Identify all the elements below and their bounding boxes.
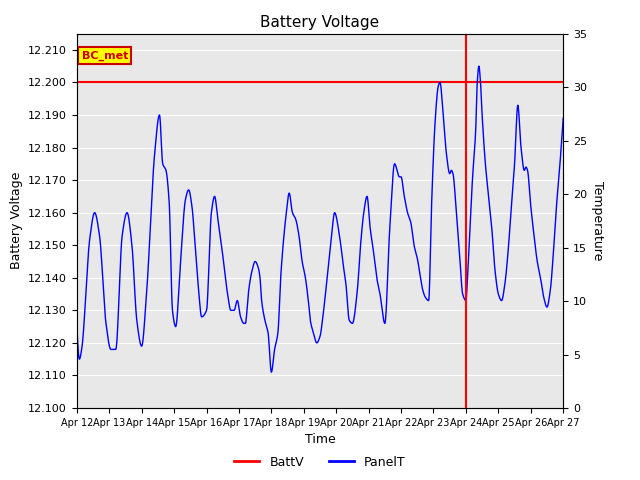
Text: BC_met: BC_met: [82, 50, 128, 60]
X-axis label: Time: Time: [305, 433, 335, 446]
Legend: BattV, PanelT: BattV, PanelT: [229, 451, 411, 474]
Y-axis label: Battery Voltage: Battery Voltage: [10, 172, 22, 269]
Title: Battery Voltage: Battery Voltage: [260, 15, 380, 30]
Y-axis label: Temperature: Temperature: [591, 181, 604, 261]
